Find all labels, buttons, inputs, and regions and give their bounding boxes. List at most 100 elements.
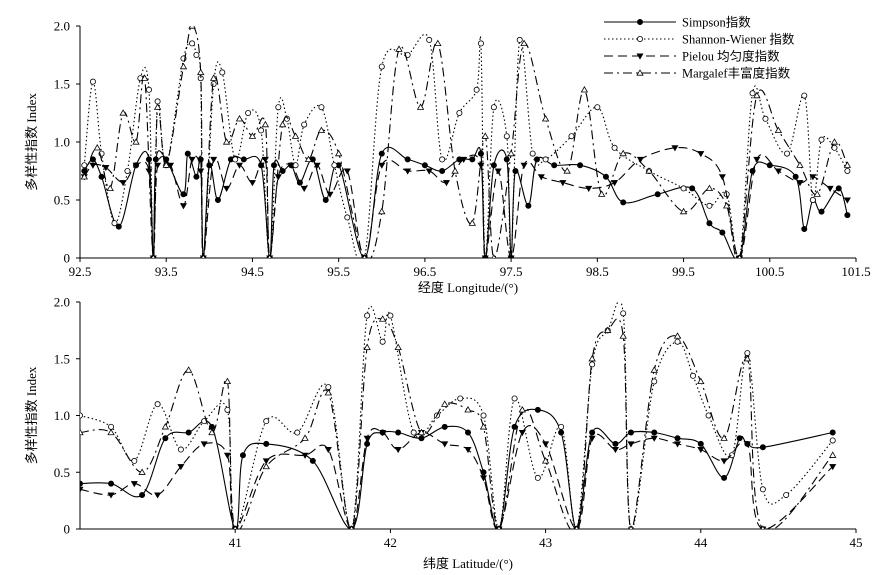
series-shannon-wiener (80, 302, 836, 529)
series-line (83, 33, 848, 258)
data-point (829, 429, 836, 436)
data-point (518, 406, 527, 413)
data-point (843, 197, 851, 204)
x-tick-label: 93.5 (155, 264, 178, 279)
data-point (223, 185, 231, 193)
data-point (223, 377, 232, 385)
data-point (132, 138, 140, 145)
data-point (224, 406, 231, 413)
data-point (363, 435, 371, 442)
data-point (442, 180, 450, 187)
data-point (674, 435, 681, 442)
legend: Simpson指数 Shannon-Wiener 指数 Pielou 均匀度指数 Ma… (604, 15, 795, 81)
data-point (111, 220, 118, 227)
data-point (477, 40, 484, 47)
x-tick-label: 97.5 (500, 264, 523, 279)
data-point (542, 441, 550, 448)
data-point (395, 429, 402, 436)
data-point (184, 150, 191, 157)
data-point (541, 457, 550, 464)
data-point (325, 384, 332, 391)
data-point (404, 156, 411, 163)
y-tick-label: 2.0 (54, 19, 70, 34)
data-point (300, 185, 308, 193)
series-margalef (80, 315, 837, 529)
data-point (93, 143, 101, 151)
data-point (464, 429, 471, 436)
data-point (749, 90, 756, 97)
y-tick-label: 0.5 (54, 193, 70, 208)
x-tick-label: 94.5 (241, 264, 264, 279)
data-point (602, 173, 609, 180)
data-point (620, 199, 627, 206)
data-point (736, 435, 743, 442)
x-tick-label: 45 (850, 535, 863, 550)
data-point (783, 491, 790, 498)
data-point (418, 435, 425, 442)
data-point (262, 458, 270, 465)
legend-swatch-marker (636, 53, 644, 60)
data-point (180, 191, 187, 198)
data-point (520, 162, 528, 169)
data-point (107, 492, 115, 499)
data-point (258, 162, 265, 169)
y-tick-label: 0 (64, 251, 71, 266)
data-point (232, 156, 239, 163)
legend-swatch-marker (637, 36, 644, 43)
legend-label: Simpson指数 (682, 15, 751, 30)
data-point (529, 150, 536, 157)
data-point (145, 86, 152, 93)
data-point (759, 444, 766, 451)
data-point (426, 36, 433, 43)
data-point (722, 201, 731, 209)
data-point (512, 167, 519, 174)
data-point (167, 162, 175, 169)
data-point (511, 423, 518, 430)
data-point (301, 452, 309, 459)
data-point (184, 366, 193, 373)
data-point (674, 441, 682, 448)
data-point (416, 103, 425, 110)
x-tick-label: 92.5 (69, 264, 92, 279)
data-point (132, 162, 140, 169)
data-point (534, 406, 541, 413)
data-point (439, 167, 446, 174)
data-point (80, 428, 84, 436)
data-point (378, 162, 386, 169)
data-point (404, 168, 412, 175)
data-point (193, 52, 200, 59)
data-point (494, 168, 502, 175)
data-point (364, 440, 371, 447)
data-point (597, 190, 606, 197)
data-point (98, 173, 105, 180)
data-point (612, 440, 619, 447)
data-point (774, 168, 782, 175)
data-point (233, 525, 238, 529)
data-point (628, 525, 634, 529)
y-tick-label: 1.5 (54, 77, 70, 92)
data-point (680, 185, 687, 192)
data-point (507, 255, 515, 258)
data-point (208, 423, 215, 430)
data-point (801, 225, 808, 232)
data-point (291, 132, 300, 139)
data-point (131, 457, 138, 464)
data-point (654, 191, 661, 198)
y-axis-label: 多样性指数 Index (24, 93, 39, 191)
series-margalef (80, 26, 852, 258)
data-point (410, 429, 417, 436)
data-point (441, 423, 448, 430)
data-point (154, 492, 162, 499)
data-point (774, 126, 783, 133)
x-tick-label: 96.5 (414, 264, 437, 279)
data-point (460, 156, 468, 164)
x-tick-label: 100.5 (755, 264, 784, 279)
x-tick-label: 101.5 (841, 264, 870, 279)
data-point (620, 310, 627, 317)
data-point (322, 196, 329, 203)
data-point (222, 138, 231, 145)
data-point (762, 115, 769, 122)
data-point (115, 223, 122, 230)
data-point (263, 418, 270, 425)
data-point (267, 254, 272, 258)
